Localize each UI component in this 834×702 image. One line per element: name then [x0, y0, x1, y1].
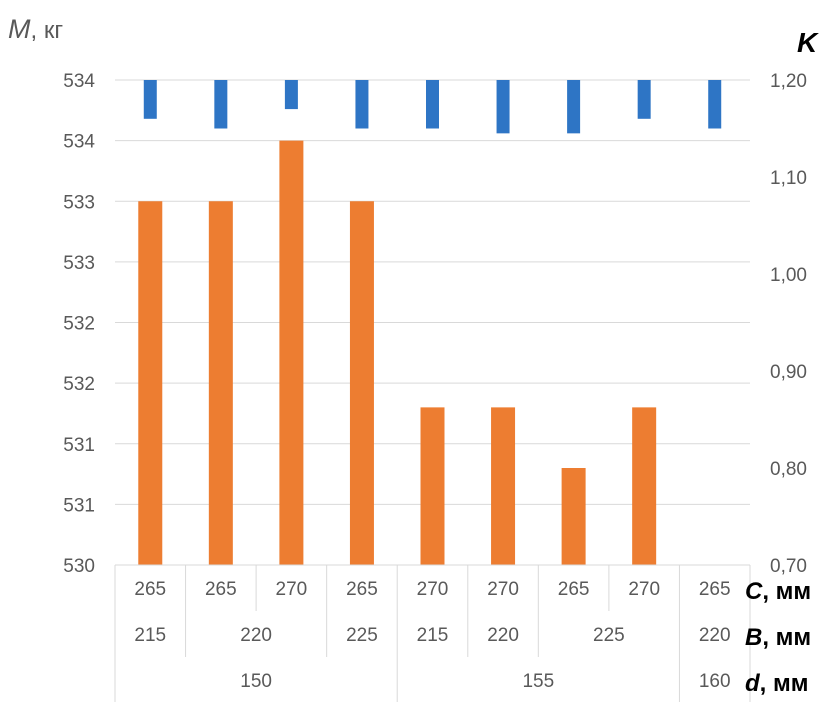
x-axis-title-b: B, мм: [745, 624, 811, 651]
left-tick-label: 530: [63, 556, 95, 577]
x-title-d-unit: , мм: [760, 670, 809, 697]
blue-bar: [637, 80, 651, 119]
left-tick-label: 531: [63, 435, 95, 456]
x-category-label: 270: [276, 579, 308, 600]
orange-bar: [349, 201, 374, 565]
x-category-label: 265: [558, 579, 590, 600]
left-tick-label: 534: [63, 132, 95, 153]
x-category-label: 270: [487, 579, 519, 600]
blue-bar: [355, 80, 369, 129]
x-category-label: 265: [205, 579, 237, 600]
x-category-label: 225: [593, 625, 625, 646]
blue-bar: [567, 80, 581, 134]
x-category-label: 265: [134, 579, 166, 600]
right-tick-label: 0,90: [770, 362, 807, 383]
left-axis-ticks: 530 531 531 532 532 533 533 534 534: [63, 71, 95, 577]
left-axis-unit: , кг: [31, 17, 64, 44]
x-category-label: 220: [487, 625, 519, 646]
x-axis-title-c: C, мм: [745, 578, 811, 605]
x-category-label: 265: [699, 579, 731, 600]
left-tick-label: 531: [63, 495, 95, 516]
blue-series: [143, 80, 722, 134]
x-title-b-unit: , мм: [762, 624, 811, 651]
x-category-label: 270: [628, 579, 660, 600]
right-tick-label: 1,00: [770, 265, 807, 286]
right-tick-label: 1,20: [770, 71, 807, 92]
x-category-label: 155: [522, 671, 554, 692]
blue-bar: [284, 80, 298, 110]
orange-bar: [138, 201, 163, 565]
right-tick-label: 0,80: [770, 459, 807, 480]
left-axis-symbol: M: [8, 14, 31, 44]
blue-bar: [708, 80, 722, 129]
x-category-label: 220: [240, 625, 272, 646]
right-tick-label: 0,70: [770, 556, 807, 577]
blue-bar: [214, 80, 228, 129]
left-tick-label: 534: [63, 71, 95, 92]
x-category-label: 215: [134, 625, 166, 646]
x-title-d-name: d: [745, 670, 761, 697]
x-category-label: 215: [417, 625, 449, 646]
right-tick-label: 1,10: [770, 168, 807, 189]
x-category-label: 225: [346, 625, 378, 646]
x-title-b-name: B: [745, 624, 762, 651]
x-axis-titles: C, мм B, мм d, мм: [745, 578, 811, 697]
x-category-label: 150: [240, 671, 272, 692]
x-category-label: 265: [346, 579, 378, 600]
left-tick-label: 532: [63, 314, 95, 335]
orange-bar: [420, 407, 445, 565]
x-category-label: 160: [699, 671, 731, 692]
orange-bar: [279, 140, 304, 565]
right-axis-ticks: 0,70 0,80 0,90 1,00 1,10 1,20: [770, 71, 807, 577]
left-axis-title: M, кг: [8, 14, 63, 44]
orange-bar: [491, 407, 516, 565]
orange-bar: [632, 407, 657, 565]
x-category-label: 220: [699, 625, 731, 646]
blue-bar: [496, 80, 510, 134]
blue-bar: [143, 80, 157, 119]
x-title-c-name: C: [745, 578, 763, 605]
left-tick-label: 533: [63, 192, 95, 213]
right-axis-title: K: [797, 27, 819, 58]
x-title-c-unit: , мм: [762, 578, 811, 605]
x-axis-title-d: d, мм: [745, 670, 809, 697]
orange-bar: [561, 468, 586, 565]
x-category-table: 265 265 270 265 270 270 265 270 265 215 220 225 215 2…: [114, 564, 751, 702]
orange-bar: [208, 201, 233, 565]
x-category-label: 270: [417, 579, 449, 600]
blue-bar: [426, 80, 439, 129]
orange-series: [138, 140, 657, 565]
left-tick-label: 533: [63, 253, 95, 274]
left-tick-label: 532: [63, 374, 95, 395]
